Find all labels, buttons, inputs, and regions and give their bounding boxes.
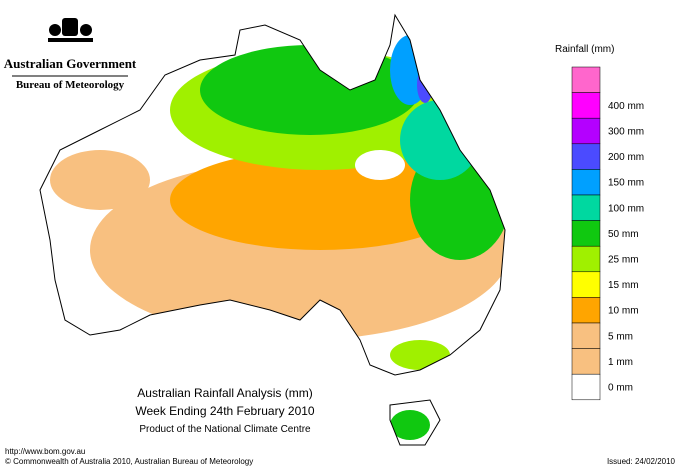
legend-label: 5 mm — [608, 331, 633, 342]
legend-swatch — [571, 271, 601, 298]
legend-swatch — [571, 297, 601, 324]
legend-title: Rainfall (mm) — [555, 44, 614, 55]
legend-swatch — [571, 92, 601, 119]
legend-swatch — [571, 373, 601, 401]
legend-label: 50 mm — [608, 229, 639, 240]
legend-swatch — [571, 348, 601, 375]
legend: 400 mm 300 mm 200 mm 150 mm 100 mm 50 mm 25 mm… — [571, 66, 644, 401]
legend-label: 15 mm — [608, 280, 639, 291]
legend-swatch — [571, 245, 601, 273]
legend-swatch — [571, 220, 601, 247]
url: http://www.bom.gov.au — [5, 447, 85, 456]
legend-label: 300 mm — [608, 127, 644, 138]
legend-swatch — [571, 194, 601, 221]
legend-label: 400 mm — [608, 101, 644, 112]
copyright: © Commonwealth of Australia 2010, Austra… — [5, 457, 253, 466]
government: Australian Government — [4, 56, 137, 71]
issued-date: Issued: 24/02/2010 — [607, 457, 676, 466]
legend-label: 10 mm — [608, 306, 639, 317]
legend-label: 200 mm — [608, 152, 644, 163]
map-title: Australian Rainfall Analysis (mm) — [137, 386, 312, 400]
legend-swatch — [571, 322, 601, 349]
legend-swatch — [571, 117, 601, 145]
legend-label: 150 mm — [608, 178, 644, 189]
legend-label: 0 mm — [608, 383, 633, 394]
map-credit: Product of the National Climate Centre — [139, 424, 311, 435]
map-subtitle: Week Ending 24th February 2010 — [135, 404, 315, 418]
legend-swatch — [571, 66, 601, 93]
legend-swatch — [571, 143, 601, 170]
legend-swatch — [571, 169, 601, 196]
agency: Bureau of Meteorology — [16, 79, 125, 91]
coat-of-arms — [48, 18, 93, 42]
legend-label: 100 mm — [608, 203, 644, 214]
legend-label: 1 mm — [608, 357, 633, 368]
legend-label: 25 mm — [608, 255, 639, 266]
